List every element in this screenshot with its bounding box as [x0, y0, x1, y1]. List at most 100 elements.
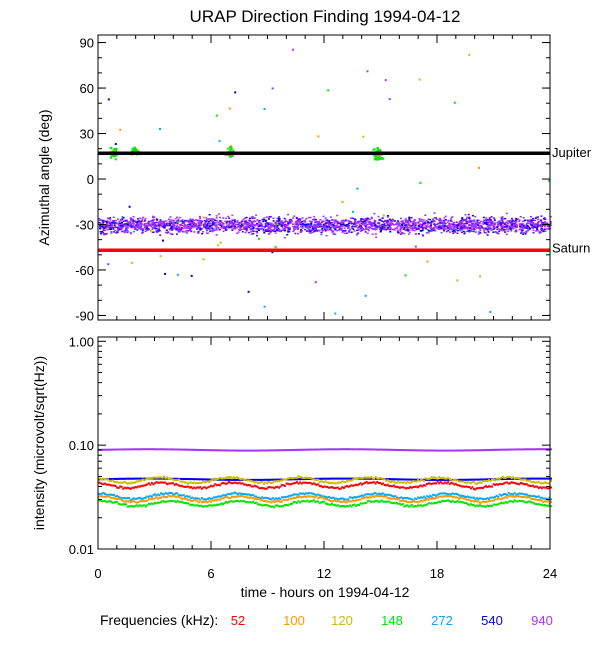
azimuth-point [324, 223, 327, 225]
intensity-point-52 [329, 486, 332, 489]
azimuth-point [467, 213, 470, 216]
intensity-point-540 [370, 477, 373, 480]
azimuth-point [249, 228, 252, 230]
azimuth-point [461, 217, 464, 219]
azimuth-point [301, 217, 304, 219]
azimuth-point [386, 227, 389, 229]
azimuth-point [500, 222, 503, 224]
azimuth-point [231, 214, 234, 217]
azimuth-point [126, 230, 129, 233]
intensity-point-940 [209, 449, 212, 452]
azimuth-point [497, 222, 500, 225]
intensity-point-120 [311, 478, 314, 481]
azimuth-point [522, 217, 525, 219]
intensity-point-148 [436, 501, 439, 504]
azimuth-point [176, 222, 179, 225]
intensity-point-148 [173, 500, 176, 503]
intensity-point-52 [385, 484, 388, 487]
intensity-point-52 [144, 484, 147, 487]
intensity-point-272 [225, 494, 227, 497]
intensity-point-148 [388, 500, 391, 503]
azimuth-point [540, 224, 543, 226]
intensity-point-272 [501, 494, 504, 497]
azimuth-point [356, 222, 359, 224]
intensity-point-100 [114, 497, 117, 500]
intensity-point-120 [294, 476, 297, 479]
intensity-point-120 [163, 475, 165, 478]
azimuth-point [364, 228, 367, 231]
intensity-point-100 [430, 497, 433, 500]
intensity-point-52 [161, 481, 164, 484]
azimuth-point [438, 227, 441, 229]
intensity-point-148 [358, 504, 360, 506]
azimuth-point [234, 228, 237, 230]
azimuth-point [407, 230, 410, 232]
azimuth-point [309, 226, 312, 228]
intensity-point-272 [153, 493, 156, 496]
azimuth-point [475, 226, 477, 228]
intensity-point-148 [140, 505, 143, 508]
intensity-point-940 [288, 449, 291, 452]
intensity-point-100 [483, 500, 486, 503]
intensity-point-272 [491, 496, 493, 499]
intensity-point-120 [362, 476, 365, 479]
azimuth-point [528, 220, 531, 222]
intensity-point-940 [448, 449, 451, 452]
azimuth-point [373, 222, 376, 224]
azimuth-point [246, 226, 249, 228]
azimuth-point [356, 234, 358, 236]
intensity-point-52 [291, 482, 294, 485]
intensity-point-148 [294, 501, 297, 504]
intensity-point-120 [253, 481, 256, 484]
azimuth-point [181, 219, 184, 221]
azimuth-point [408, 224, 411, 226]
intensity-point-120 [276, 480, 279, 482]
azimuth-point [444, 219, 447, 221]
intensity-point-272 [315, 493, 318, 496]
azimuth-point [129, 231, 132, 234]
azimuth-point [359, 227, 362, 230]
intensity-point-272 [256, 496, 259, 499]
intensity-point-940 [324, 448, 327, 451]
azimuth-point [129, 223, 132, 225]
intensity-point-52 [413, 485, 416, 488]
azimuth-point [334, 225, 337, 227]
azimuth-point [293, 229, 296, 231]
intensity-point-272 [429, 494, 432, 497]
intensity-point-100 [371, 495, 374, 497]
intensity-point-272 [544, 497, 546, 500]
intensity-point-940 [102, 448, 105, 451]
azimuth-point [224, 154, 227, 156]
azimuth-point [379, 231, 382, 233]
intensity-point-120 [353, 477, 356, 480]
azimuth-point [206, 232, 208, 234]
azimuth-point [150, 226, 153, 228]
intensity-point-100 [161, 495, 164, 498]
azimuth-point [115, 147, 118, 150]
azimuth-point [262, 220, 265, 223]
intensity-point-52 [478, 486, 481, 489]
intensity-point-940 [392, 448, 395, 451]
intensity-point-120 [531, 481, 534, 484]
intensity-point-120 [485, 480, 487, 483]
azimuth-point [197, 221, 200, 223]
intensity-point-148 [290, 503, 292, 506]
intensity-point-148 [368, 500, 371, 502]
intensity-point-120 [424, 477, 427, 480]
intensity-point-540 [208, 478, 211, 481]
intensity-point-100 [373, 496, 376, 499]
intensity-point-148 [311, 500, 314, 503]
intensity-point-148 [205, 505, 208, 508]
azimuth-point [299, 221, 302, 224]
azimuth-point [501, 228, 504, 230]
intensity-point-940 [152, 448, 155, 451]
intensity-point-940 [370, 448, 373, 451]
azimuth-point [143, 219, 146, 222]
azimuth-point [330, 222, 333, 225]
intensity-point-540 [469, 478, 472, 481]
azimuth-point [132, 223, 135, 225]
azimuth-point [440, 231, 443, 234]
intensity-point-52 [534, 485, 537, 488]
azimuth-point [307, 216, 310, 219]
